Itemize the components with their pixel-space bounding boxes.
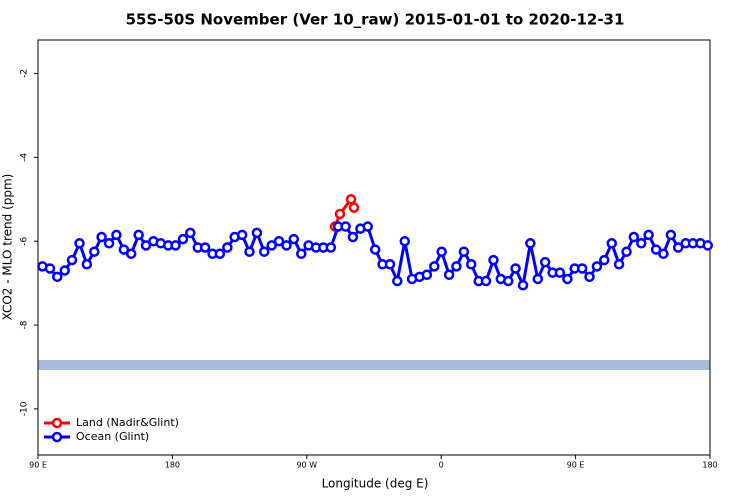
point bbox=[288, 233, 300, 245]
point bbox=[643, 229, 654, 241]
y-tick-label: -8 bbox=[20, 320, 30, 329]
point bbox=[458, 246, 470, 257]
point bbox=[702, 240, 714, 251]
point bbox=[347, 231, 359, 243]
y-axis-title: XCO2 - MLO trend (ppm) bbox=[1, 174, 15, 321]
point bbox=[236, 229, 248, 241]
point bbox=[488, 254, 499, 266]
point bbox=[222, 242, 233, 253]
point bbox=[658, 248, 669, 260]
point bbox=[517, 279, 529, 291]
legend-marker bbox=[51, 431, 63, 443]
x-tick-label: 180 bbox=[702, 461, 717, 470]
point bbox=[334, 208, 346, 220]
x-tick-label: 90 W bbox=[296, 461, 317, 470]
point bbox=[133, 229, 144, 241]
point bbox=[451, 261, 462, 272]
point bbox=[140, 240, 152, 251]
chart-title: 55S-50S November (Ver 10_raw) 2015-01-01… bbox=[126, 11, 625, 29]
point bbox=[421, 269, 433, 280]
point bbox=[576, 263, 588, 274]
point bbox=[296, 248, 307, 260]
point bbox=[443, 269, 455, 280]
y-tick-label: -4 bbox=[20, 153, 30, 162]
point bbox=[650, 244, 662, 255]
legend-marker bbox=[51, 417, 63, 429]
point bbox=[613, 259, 625, 270]
point bbox=[273, 235, 285, 247]
point bbox=[606, 238, 617, 249]
point bbox=[599, 254, 610, 266]
x-tick-label: 90 E bbox=[29, 461, 47, 470]
point bbox=[118, 244, 130, 255]
point bbox=[52, 271, 63, 283]
coverage-band bbox=[38, 360, 710, 370]
point bbox=[177, 233, 189, 245]
point bbox=[258, 246, 270, 257]
point bbox=[672, 242, 684, 253]
point bbox=[362, 221, 373, 232]
point bbox=[199, 242, 211, 253]
point bbox=[345, 194, 357, 205]
point bbox=[465, 259, 477, 270]
point bbox=[281, 240, 292, 251]
x-tick-label: 180 bbox=[165, 461, 180, 470]
y-tick-label: -10 bbox=[20, 401, 30, 416]
point bbox=[532, 273, 544, 285]
point bbox=[81, 259, 93, 270]
point bbox=[266, 240, 277, 251]
point bbox=[621, 246, 632, 257]
point bbox=[392, 275, 403, 287]
point bbox=[251, 227, 263, 239]
point bbox=[665, 229, 677, 241]
point bbox=[369, 244, 381, 255]
point bbox=[636, 238, 647, 249]
point bbox=[510, 263, 521, 274]
point bbox=[340, 221, 351, 232]
point bbox=[111, 229, 122, 241]
point bbox=[244, 246, 255, 257]
point bbox=[399, 235, 411, 247]
legend-label: Land (Nadir&Glint) bbox=[76, 416, 179, 429]
point bbox=[170, 240, 181, 251]
legend-label: Ocean (Glint) bbox=[76, 430, 149, 443]
point bbox=[125, 248, 137, 260]
x-tick-label: 0 bbox=[439, 461, 444, 470]
point bbox=[562, 273, 573, 285]
point bbox=[436, 246, 447, 257]
point bbox=[584, 271, 595, 283]
point bbox=[384, 259, 396, 270]
point bbox=[214, 248, 226, 260]
y-tick-label: -2 bbox=[20, 69, 30, 78]
point bbox=[348, 202, 360, 213]
point bbox=[59, 265, 70, 276]
point bbox=[185, 227, 196, 239]
point bbox=[103, 238, 115, 249]
point bbox=[44, 263, 56, 274]
point bbox=[503, 275, 514, 287]
point bbox=[429, 261, 440, 272]
point bbox=[74, 238, 85, 249]
point bbox=[325, 242, 337, 253]
x-tick-label: 90 E bbox=[567, 461, 585, 470]
point bbox=[96, 231, 107, 243]
point bbox=[480, 275, 492, 287]
point bbox=[525, 238, 536, 249]
point bbox=[591, 261, 603, 272]
point bbox=[539, 256, 551, 268]
y-tick-label: -6 bbox=[20, 236, 30, 245]
x-axis-title: Longitude (deg E) bbox=[322, 477, 429, 491]
point bbox=[554, 267, 566, 278]
point bbox=[89, 246, 100, 257]
point bbox=[628, 231, 640, 243]
point bbox=[66, 254, 78, 266]
